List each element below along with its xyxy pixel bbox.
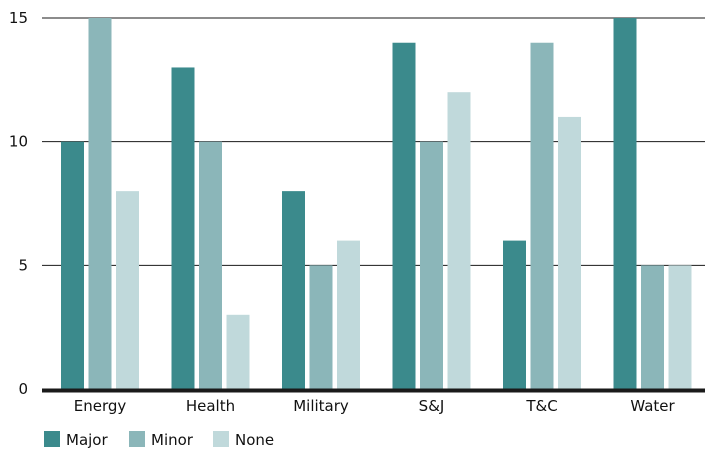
- bars: [61, 18, 692, 389]
- x-category-label-military: Military: [293, 397, 349, 415]
- x-category-label-s-j: S&J: [419, 397, 445, 415]
- bar-health-major: [171, 67, 195, 389]
- bar-s-j-major: [392, 42, 416, 389]
- x-axis-categories: Energy Health Military S&J T&C Water: [74, 397, 676, 415]
- bar-health-minor: [199, 141, 222, 389]
- legend-swatch-none: [213, 431, 229, 447]
- grid-lines: [42, 17, 705, 266]
- legend: Major Minor None: [44, 431, 274, 449]
- bar-energy-major: [61, 141, 84, 389]
- bar-military-major: [282, 191, 305, 389]
- bar-energy-none: [116, 191, 139, 389]
- x-category-label-t-c: T&C: [525, 397, 557, 415]
- y-axis-ticks: 0 5 10 15: [9, 9, 28, 398]
- legend-swatch-minor: [129, 431, 145, 447]
- legend-label-major: Major: [66, 431, 108, 449]
- bar-water-minor: [641, 265, 664, 389]
- bar-water-major: [613, 18, 637, 389]
- legend-label-minor: Minor: [151, 431, 194, 449]
- y-tick-label-10: 10: [9, 133, 28, 151]
- bar-s-j-none: [447, 92, 471, 389]
- bar-t-c-minor: [530, 42, 554, 389]
- x-category-label-health: Health: [186, 397, 235, 415]
- legend-swatch-major: [44, 431, 60, 447]
- x-category-label-energy: Energy: [74, 397, 127, 415]
- bar-s-j-minor: [420, 141, 443, 389]
- bar-energy-minor: [88, 18, 112, 389]
- y-tick-label-0: 0: [18, 380, 28, 398]
- legend-label-none: None: [235, 431, 274, 449]
- y-tick-label-15: 15: [9, 9, 28, 27]
- bar-military-none: [337, 240, 360, 389]
- bar-water-none: [668, 265, 692, 389]
- bar-t-c-major: [503, 240, 526, 389]
- y-tick-label-5: 5: [18, 256, 28, 274]
- bar-t-c-none: [558, 116, 581, 389]
- bar-health-none: [226, 314, 250, 389]
- bar-military-minor: [309, 265, 333, 389]
- x-category-label-water: Water: [630, 397, 675, 415]
